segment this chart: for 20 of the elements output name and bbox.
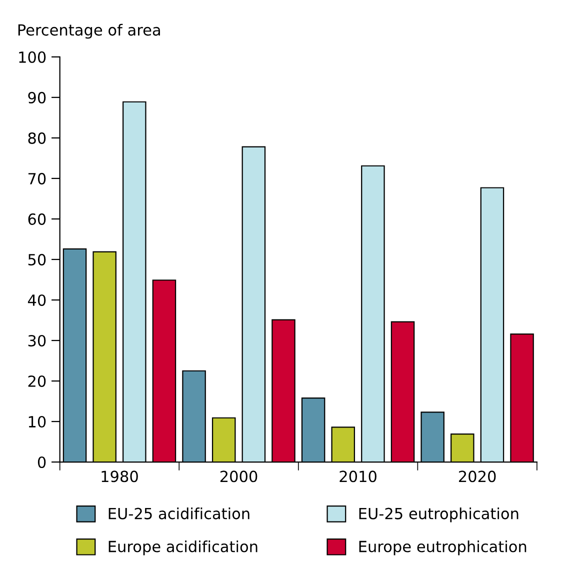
y-tick-label: 10: [28, 416, 46, 428]
y-tick-label: 70: [28, 172, 46, 184]
y-tick-label: 50: [28, 254, 46, 266]
y-tick-label: 60: [28, 213, 46, 225]
legend-label: EU-25 eutrophication: [359, 507, 518, 522]
legend-label: Europe acidification: [108, 540, 258, 556]
y-tick-label: 0: [38, 456, 46, 468]
y-tick-label: 80: [28, 132, 46, 144]
legend-label: Europe eutrophication: [359, 540, 526, 556]
y-tick-label: 90: [28, 92, 46, 104]
y-tick-label: 100: [19, 51, 46, 63]
y-tick-label: 20: [28, 375, 46, 388]
x-tick-label: 2010: [340, 470, 376, 482]
y-tick-label: 40: [28, 294, 46, 306]
legend-label: EU-25 acidification: [108, 507, 250, 520]
x-tick-label: 2020: [458, 470, 496, 482]
x-tick-label: 2000: [220, 470, 258, 482]
y-axis-title: Percentage of area: [18, 24, 160, 39]
y-tick-label: 30: [28, 334, 46, 347]
x-tick-label: 1980: [102, 470, 138, 482]
